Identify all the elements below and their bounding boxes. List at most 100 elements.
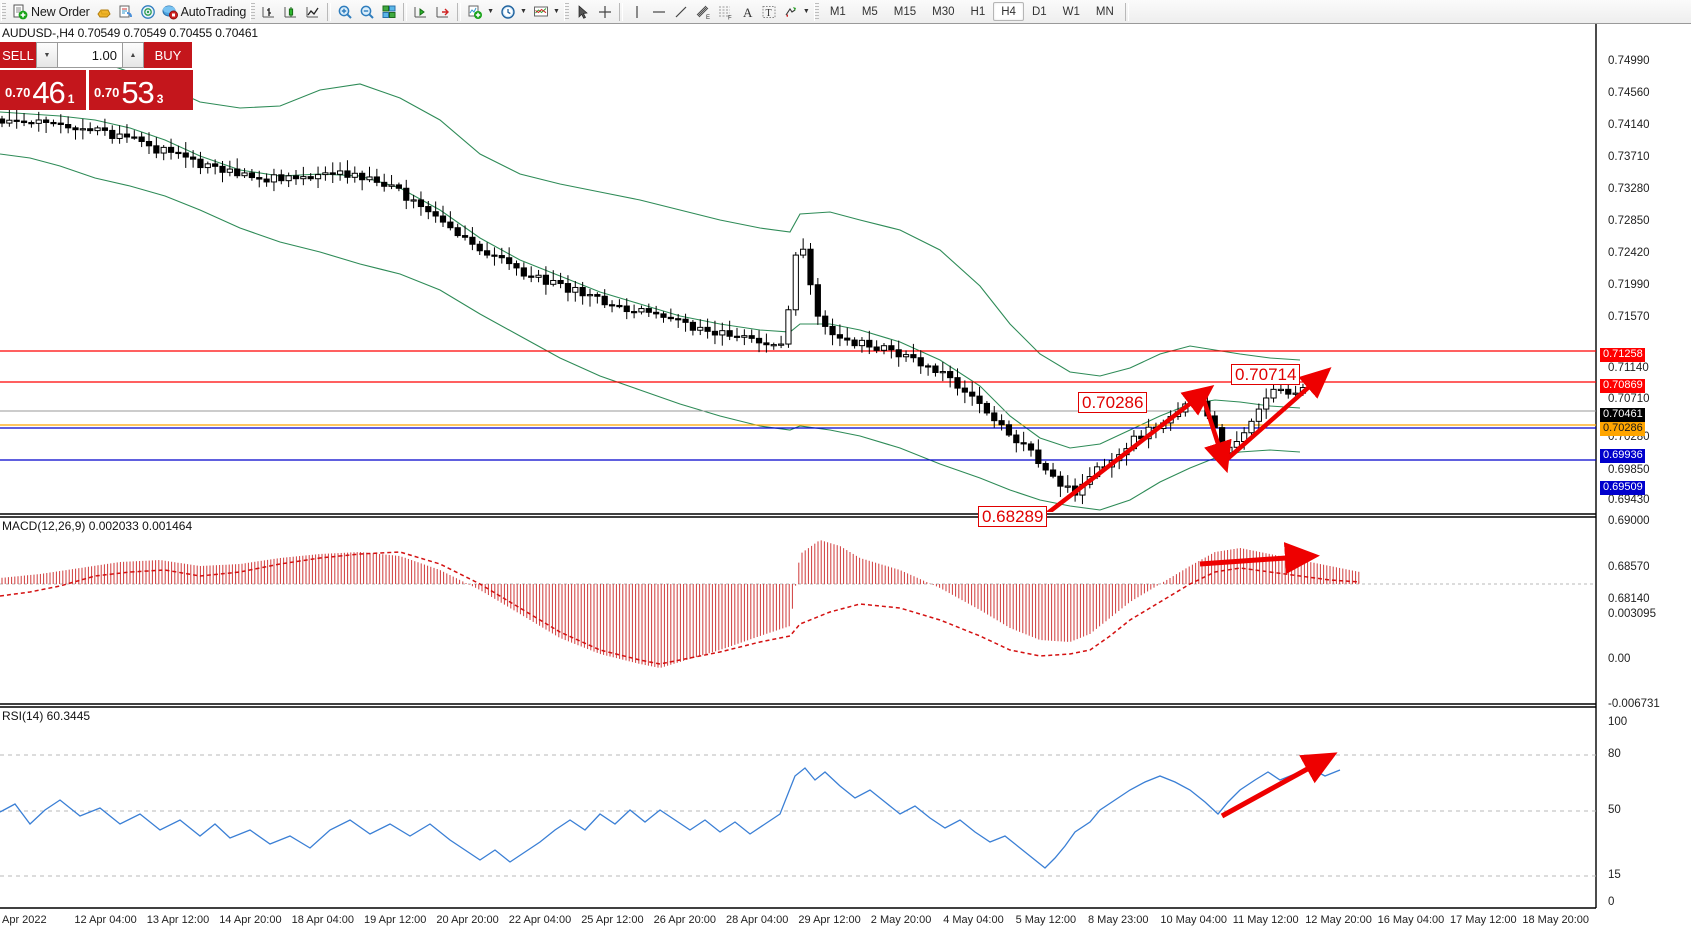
add-indicator-caret-icon[interactable]: ▼	[487, 8, 495, 15]
level-tag-current-price[interactable]: 0.70461	[1600, 408, 1645, 422]
chart-area[interactable]: AUDUSD-,H4 0.70549 0.70549 0.70455 0.704…	[0, 24, 1691, 939]
arrows-caret-icon[interactable]: ▼	[802, 8, 810, 15]
equidistant-channel-tool-button[interactable]: E	[692, 1, 714, 23]
timeframe-d1[interactable]: D1	[1031, 5, 1047, 18]
period-caret-icon[interactable]: ▼	[520, 8, 527, 15]
volume-increment-button[interactable]: ▲	[122, 42, 144, 68]
level-tag-support-1[interactable]: 0.69936	[1600, 449, 1645, 463]
timeframe-w1[interactable]: W1	[1062, 5, 1080, 18]
annotation-pivot-level: 0.70286	[1078, 392, 1148, 413]
one-click-trading-panel[interactable]: SELL ▼ 1.00 ▲ BUY 0.70 46 1 0.70 53 3	[0, 42, 193, 110]
time-tick-0: Apr 2022	[2, 914, 47, 926]
templates-button[interactable]: ▼	[530, 1, 563, 23]
templates-icon	[533, 4, 549, 20]
fibonacci-tool-button[interactable]: F	[714, 1, 736, 23]
trendline-tool-button[interactable]	[670, 1, 692, 23]
buy-price-big: 53	[121, 75, 154, 110]
sell-button[interactable]: SELL	[0, 42, 36, 68]
time-tick-14: 5 May 12:00	[1015, 914, 1077, 926]
toolbar-grip-3[interactable]	[563, 2, 569, 21]
add-indicator-button[interactable]: ▼	[464, 1, 497, 23]
rsi-tick-0: 100	[1608, 716, 1628, 728]
crosshair-tool-button[interactable]	[594, 1, 616, 23]
timeframe-m1[interactable]: M1	[829, 5, 846, 18]
timeframe-mn[interactable]: MN	[1095, 5, 1114, 18]
terminal-icon	[118, 4, 134, 20]
chart-shift-button[interactable]	[410, 1, 432, 23]
charts-gold-button[interactable]	[93, 1, 115, 23]
candlestick-icon	[283, 4, 299, 20]
text-label-tool-button[interactable]: T	[758, 1, 780, 23]
time-tick-3: 14 Apr 20:00	[219, 914, 282, 926]
new-order-icon	[12, 4, 28, 20]
time-tick-13: 4 May 04:00	[943, 914, 1004, 926]
level-tag-resistance-2[interactable]: 0.70869	[1600, 379, 1645, 393]
price-tick-8: 0.71570	[1608, 311, 1650, 323]
time-tick-16: 10 May 04:00	[1160, 914, 1228, 926]
period-selector-button[interactable]: ▼	[497, 1, 530, 23]
autotrading-label: AutoTrading	[180, 4, 247, 19]
rsi-tick-2: 50	[1608, 804, 1621, 816]
timeframe-m5[interactable]: M5	[861, 5, 878, 18]
text-tool-button[interactable]: A	[736, 1, 758, 23]
timeframe-h1[interactable]: H1	[970, 5, 986, 18]
price-tick-0: 0.74990	[1608, 55, 1650, 67]
svg-text:F: F	[728, 15, 732, 20]
chart-autoscroll-icon	[435, 4, 451, 20]
cursor-tool-button[interactable]	[572, 1, 594, 23]
horizontal-line-tool-button[interactable]	[648, 1, 670, 23]
time-tick-4: 18 Apr 04:00	[291, 914, 354, 926]
strategy-tester-button[interactable]	[137, 1, 159, 23]
volume-decrement-button[interactable]: ▼	[36, 42, 58, 68]
zoom-in-button[interactable]	[334, 1, 356, 23]
terminal-button[interactable]	[115, 1, 137, 23]
timeframe-m15[interactable]: M15	[893, 5, 917, 18]
time-tick-18: 12 May 20:00	[1305, 914, 1372, 926]
macd-tick-0: 0.003095	[1608, 608, 1656, 620]
chart-shift-icon	[413, 4, 429, 20]
horizontal-line-icon	[651, 4, 667, 20]
vertical-line-icon	[629, 4, 645, 20]
level-tag-support-2[interactable]: 0.69509	[1600, 481, 1645, 495]
templates-caret-icon[interactable]: ▼	[552, 8, 560, 15]
level-tag-resistance-1[interactable]: 0.71258	[1600, 348, 1645, 362]
tile-windows-icon	[381, 4, 397, 20]
price-tick-3: 0.73710	[1608, 151, 1650, 163]
equidistant-channel-icon: E	[695, 4, 711, 20]
timeframe-m30[interactable]: M30	[932, 5, 955, 18]
macd-indicator-label: MACD(12,26,9) 0.002033 0.001464	[2, 519, 193, 533]
toolbar-grip[interactable]	[1, 2, 6, 21]
candlestick-chart-button[interactable]	[280, 1, 302, 23]
rsi-tick-3: 15	[1608, 869, 1621, 881]
new-order-button[interactable]: New Order	[9, 1, 93, 23]
price-tick-2: 0.74140	[1608, 119, 1650, 131]
vertical-line-tool-button[interactable]	[626, 1, 648, 23]
buy-price-display[interactable]: 0.70 53 3	[89, 70, 193, 110]
volume-input[interactable]: 1.00	[58, 42, 122, 68]
time-tick-17: 11 May 12:00	[1232, 914, 1299, 926]
text-icon: A	[739, 4, 755, 20]
tile-windows-button[interactable]	[378, 1, 400, 23]
buy-button[interactable]: BUY	[144, 42, 192, 68]
level-tag-pivot[interactable]: 0.70286	[1600, 422, 1645, 436]
line-chart-button[interactable]	[302, 1, 324, 23]
toolbar-grip-4[interactable]	[813, 2, 819, 21]
bar-chart-button[interactable]	[258, 1, 280, 23]
svg-text:A: A	[743, 5, 753, 20]
chart-autoscroll-button[interactable]	[432, 1, 454, 23]
zoom-out-button[interactable]	[356, 1, 378, 23]
toolbar-grip-2[interactable]	[250, 2, 256, 21]
add-indicator-icon	[467, 4, 483, 20]
sell-price-sup: 1	[67, 92, 75, 106]
sell-price-display[interactable]: 0.70 46 1	[0, 70, 86, 110]
price-tick-4: 0.73280	[1608, 183, 1650, 195]
price-tick-12: 0.69850	[1608, 464, 1650, 476]
annotation-target-high: 0.70714	[1231, 364, 1301, 385]
oct-price-row: 0.70 46 1 0.70 53 3	[0, 70, 193, 110]
time-tick-5: 19 Apr 12:00	[364, 914, 427, 926]
autotrading-button[interactable]: AutoTrading	[159, 1, 249, 23]
timeframe-h4[interactable]: H4	[993, 2, 1024, 21]
arrows-tool-button[interactable]: ▼	[780, 1, 813, 23]
annotation-swing-low: 0.68289	[978, 506, 1048, 527]
zoom-out-icon	[359, 4, 375, 20]
